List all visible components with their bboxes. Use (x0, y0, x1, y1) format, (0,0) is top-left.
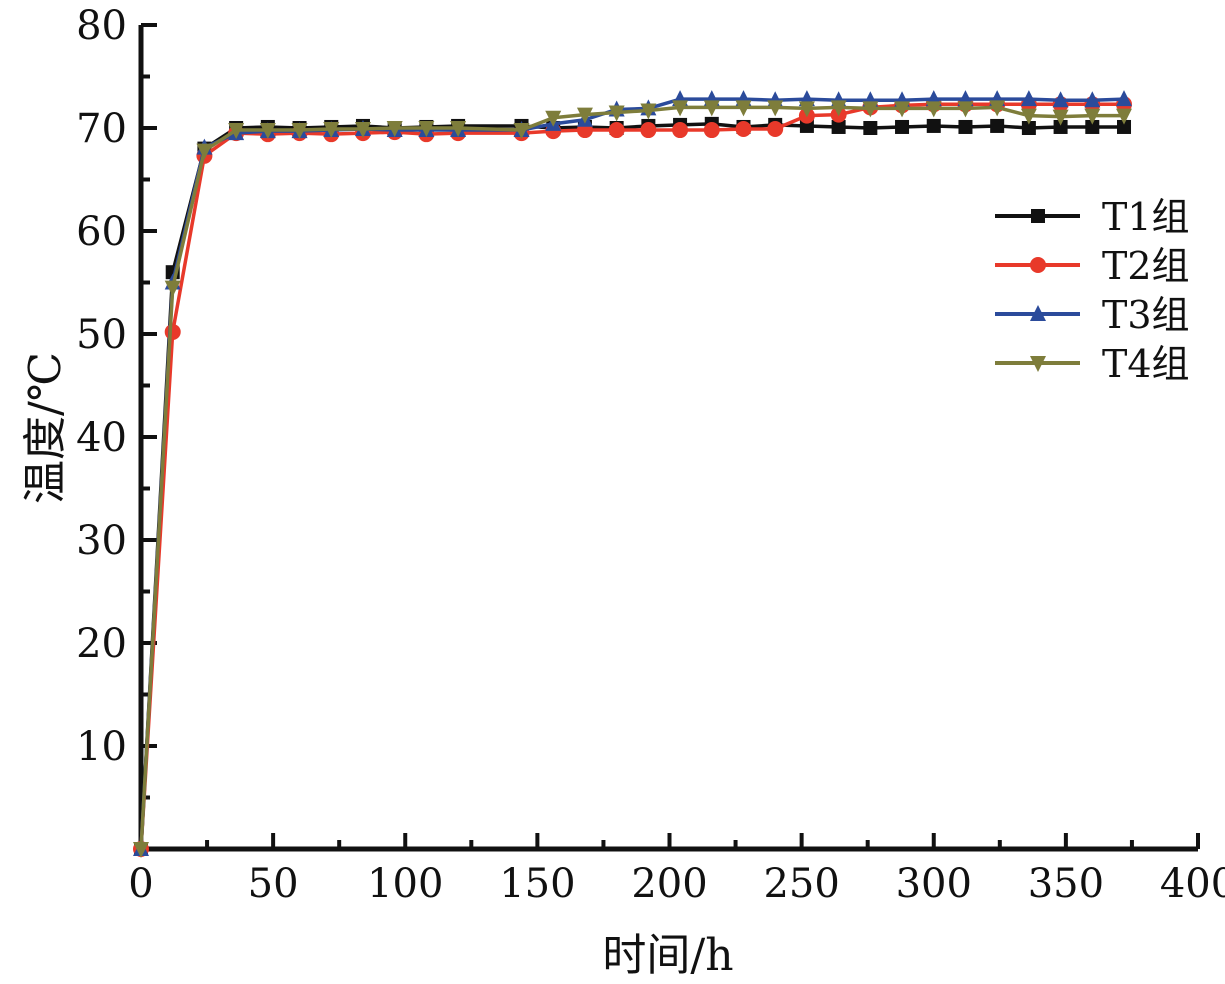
series-layer (133, 90, 1133, 858)
series-4-point (1020, 108, 1037, 125)
series-4-point (798, 101, 815, 118)
legend-label: T1组 (1102, 195, 1190, 239)
y-tick-label: 30 (76, 518, 127, 564)
series-4-point (925, 101, 942, 118)
series-4-point (450, 121, 467, 137)
series-4-point (545, 110, 562, 127)
series-1-point (1085, 119, 1100, 134)
series-3-point (1020, 90, 1037, 107)
series-2-point (608, 122, 625, 139)
series-4-point (259, 123, 276, 140)
series-3 (133, 90, 1133, 856)
series-2-line (139, 102, 1125, 850)
series-4-point (1116, 108, 1133, 125)
axes: 0 50 100 150 200 250 300 350 400 10 20 30 40 50 60 70 80 (76, 3, 1225, 907)
series-2-point (735, 121, 752, 138)
legend-label: T3组 (1102, 293, 1190, 337)
x-tick-label: 100 (367, 861, 443, 907)
y-tick-label: 70 (76, 106, 127, 152)
series-1-point (863, 121, 878, 135)
legend-marker (1030, 257, 1046, 273)
legend-item-3: T3组 (995, 293, 1190, 337)
series-3-point (1116, 90, 1133, 107)
x-tick-label: 300 (896, 861, 972, 907)
series-4-point (354, 122, 371, 139)
x-tick-label: 200 (631, 861, 707, 907)
series-4-point (703, 100, 720, 117)
series-1-point (926, 118, 941, 133)
series-4-point (608, 105, 625, 122)
series-4-point (164, 280, 181, 297)
legend-label: T2组 (1102, 244, 1190, 288)
series-2-point (640, 122, 657, 139)
series-4-point (228, 123, 245, 140)
series-1-point (1021, 121, 1036, 135)
y-axis-title: 温度/℃ (20, 352, 71, 504)
series-1 (134, 116, 1132, 856)
legend: T1组 T2组 T3组 T4组 (995, 195, 1190, 386)
series-4-point (291, 123, 308, 140)
legend-marker (1031, 209, 1045, 223)
series-1-point (990, 118, 1005, 133)
legend-marker (1030, 356, 1046, 372)
x-axis-title: 时间/h (602, 930, 733, 981)
series-4-point (640, 103, 657, 120)
y-tick-label: 10 (76, 724, 127, 770)
y-tick-label: 40 (76, 415, 127, 461)
series-1-point (1117, 119, 1132, 134)
series-2-point (672, 122, 689, 139)
series-1-point (958, 119, 973, 134)
series-2-point (767, 121, 784, 138)
series-4-point (989, 100, 1006, 117)
series-4-line (139, 105, 1125, 850)
series-4-point (1084, 108, 1101, 125)
series-4-point (894, 101, 911, 118)
y-tick-label: 50 (76, 312, 127, 358)
series-4-point (196, 143, 213, 160)
legend-item-1: T1组 (995, 195, 1190, 239)
x-tick-label: 50 (248, 861, 299, 907)
series-4-point (767, 100, 784, 117)
series-1-point (895, 119, 910, 134)
y-tick-label: 60 (76, 209, 127, 255)
series-4-point (323, 122, 340, 139)
x-tick-label: 0 (128, 861, 153, 907)
series-4 (133, 100, 1133, 858)
series-3-point (1084, 91, 1101, 108)
series-1-point (831, 119, 846, 134)
x-tick-label: 350 (1028, 861, 1104, 907)
series-3-line (139, 97, 1125, 850)
series-4-point (418, 121, 435, 137)
legend-item-2: T2组 (995, 244, 1190, 288)
series-1-line (139, 122, 1125, 850)
series-4-point (830, 100, 847, 117)
series-4-point (513, 123, 530, 140)
series-1-point (1053, 119, 1068, 134)
y-tick-label: 80 (76, 3, 127, 49)
series-2-point (164, 323, 181, 340)
series-4-point (1052, 109, 1069, 126)
series-3-point (1052, 91, 1069, 108)
y-tick-label: 20 (76, 621, 127, 667)
series-4-point (133, 842, 149, 858)
x-tick-label: 250 (763, 861, 839, 907)
legend-marker (1030, 305, 1046, 321)
series-4-point (576, 107, 593, 124)
series-2 (133, 96, 1133, 857)
series-4-point (735, 100, 752, 117)
series-4-point (672, 100, 689, 117)
legend-item-4: T4组 (995, 342, 1190, 386)
x-tick-label: 400 (1160, 861, 1225, 907)
legend-label: T4组 (1102, 342, 1190, 386)
x-tick-label: 150 (499, 861, 575, 907)
series-4-point (957, 101, 974, 118)
series-4-point (862, 101, 879, 118)
series-2-point (703, 122, 720, 139)
series-4-point (386, 121, 403, 137)
